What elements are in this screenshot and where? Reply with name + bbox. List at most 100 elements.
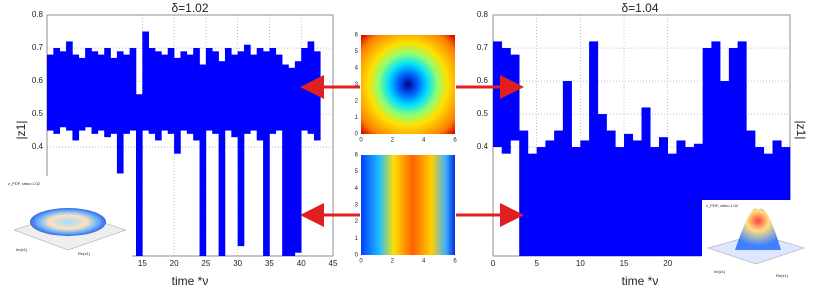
x-tick-label: 45 xyxy=(329,259,338,268)
signal-range xyxy=(589,41,599,257)
image-y-tick: 3 xyxy=(355,203,359,209)
signal-range xyxy=(772,140,782,256)
signal-range xyxy=(180,51,188,131)
signal-range xyxy=(519,130,529,256)
signal-range xyxy=(142,31,149,131)
inset-left xyxy=(4,176,132,262)
signal-range xyxy=(615,147,625,256)
vorticity-image xyxy=(361,35,455,134)
signal-range xyxy=(527,153,537,256)
signal-range xyxy=(313,51,321,141)
signal-range xyxy=(199,64,207,257)
y-tick-label: 0.7 xyxy=(32,43,44,52)
signal-range xyxy=(711,41,721,257)
signal-range xyxy=(658,137,669,256)
signal-range xyxy=(218,61,226,256)
signal-range xyxy=(667,153,677,256)
signal-range xyxy=(110,57,118,134)
inset-title: z_PDF, ratio=1.04 xyxy=(706,203,739,208)
signal-range xyxy=(237,51,245,247)
signal-range xyxy=(571,147,581,256)
image-x-tick: 6 xyxy=(453,138,457,144)
signal-range xyxy=(263,51,270,257)
x-tick-label: 30 xyxy=(233,259,242,268)
signal-range xyxy=(59,51,67,128)
signal-range xyxy=(116,51,124,174)
signal-range xyxy=(53,48,61,134)
x-tick-label: 5 xyxy=(534,259,539,268)
inset-axis-label: Re(z1) xyxy=(78,251,91,256)
image-x-tick: 2 xyxy=(391,138,395,144)
image-x-tick: 0 xyxy=(359,138,363,144)
signal-range xyxy=(702,48,712,256)
charts: 0.40.50.60.70.815 20 25 30 35 40 45δ=1.02time … xyxy=(14,1,808,288)
signal-range xyxy=(301,48,308,131)
signal-range xyxy=(244,44,251,134)
signal-range xyxy=(161,54,169,131)
image-y-tick: 4 xyxy=(355,66,359,72)
y-tick-label: 0.8 xyxy=(477,10,489,19)
inset-surface xyxy=(30,208,106,236)
vorticity-image xyxy=(361,155,455,255)
y-tick-label: 0.6 xyxy=(477,76,489,85)
image-x-tick: 6 xyxy=(453,259,457,265)
y-tick-label: 0.8 xyxy=(32,10,44,19)
signal-range xyxy=(554,130,564,256)
signal-range xyxy=(693,143,703,256)
signal-range xyxy=(269,48,277,134)
image-y-tick: 5 xyxy=(355,169,359,175)
image-y-tick: 6 xyxy=(355,153,359,159)
signal-range xyxy=(97,54,105,131)
y-axis-label: |z1| xyxy=(14,121,28,140)
image-y-tick: 4 xyxy=(355,186,359,192)
image-y-tick: 3 xyxy=(355,82,359,88)
x-tick-label: 15 xyxy=(620,259,629,268)
signal-range xyxy=(186,54,194,134)
signal-range xyxy=(250,54,258,131)
x-tick-label: 20 xyxy=(170,259,179,268)
signal-range xyxy=(641,107,651,256)
signal-range xyxy=(231,54,238,138)
signal-range xyxy=(155,51,162,141)
signal-range xyxy=(47,54,54,131)
x-tick-label: 35 xyxy=(265,259,274,268)
signal-range xyxy=(624,133,634,256)
signal-range xyxy=(288,67,296,256)
inset-axis-label: Im(z1) xyxy=(16,247,28,252)
image-y-tick: 1 xyxy=(355,115,359,121)
signal-range xyxy=(493,41,503,148)
x-tick-label: 25 xyxy=(201,259,210,268)
signal-range xyxy=(536,147,546,256)
x-axis-label: time *ν xyxy=(172,274,209,288)
y-tick-label: 0.6 xyxy=(32,76,44,85)
signal-range xyxy=(167,48,175,134)
inset-title: z_PDF, ratio=1.02 xyxy=(8,181,41,186)
image-y-tick: 5 xyxy=(355,49,359,55)
y-tick-label: 0.5 xyxy=(477,109,489,118)
signal-range xyxy=(676,140,686,256)
signal-range xyxy=(72,54,80,141)
signal-range xyxy=(104,48,111,138)
x-tick-label: 20 xyxy=(663,259,672,268)
signal-range xyxy=(737,41,747,257)
signal-range xyxy=(650,147,660,256)
x-tick-label: 15 xyxy=(138,259,147,268)
signal-range xyxy=(746,130,756,256)
signal-range xyxy=(91,51,99,134)
signal-range xyxy=(545,140,555,256)
signal-range xyxy=(193,48,200,141)
x-axis-label: time *ν xyxy=(622,274,659,288)
signal-range xyxy=(78,57,86,131)
image-x-tick: 2 xyxy=(391,259,395,265)
signal-range xyxy=(174,57,181,154)
signal-range xyxy=(728,48,738,256)
signal-range xyxy=(501,48,511,154)
inset-axis-label: Im(z1) xyxy=(714,269,726,274)
signal-range xyxy=(282,64,289,257)
arrows xyxy=(300,75,524,227)
y-tick-label: 0.7 xyxy=(477,43,489,52)
signal-range xyxy=(562,81,572,256)
signal-range xyxy=(720,81,730,256)
